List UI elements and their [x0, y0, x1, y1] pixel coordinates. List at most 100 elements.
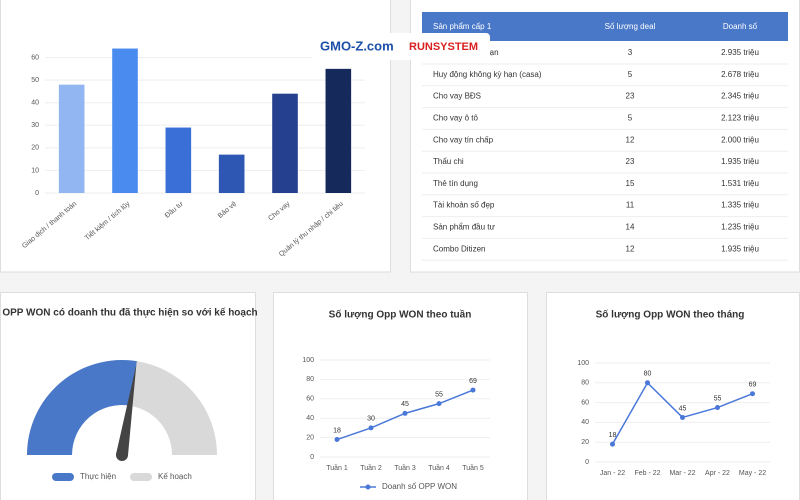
chart-title: Số lượng Opp WON theo tháng — [596, 309, 745, 321]
bar — [112, 48, 138, 193]
x-tick-label: Tuần 2 — [360, 463, 382, 472]
point — [368, 425, 374, 431]
y-tick-label: 10 — [31, 167, 39, 174]
table-cell: 2.345 triệu — [721, 92, 759, 101]
card — [546, 292, 800, 500]
chart-title: Số lượng Opp WON theo tuần — [329, 309, 472, 321]
x-tick-label: Tuần 5 — [462, 463, 484, 472]
table-cell: 11 — [626, 201, 635, 210]
legend-swatch — [52, 473, 74, 481]
table-cell: Huy động không kỳ hạn (casa) — [433, 70, 542, 79]
y-tick-label: 20 — [31, 145, 39, 152]
x-tick-label: May - 22 — [739, 470, 766, 477]
y-tick-label: 0 — [585, 459, 589, 466]
y-tick-label: 60 — [306, 396, 314, 403]
point — [436, 401, 442, 407]
point — [715, 405, 720, 411]
table-cell: 12 — [626, 135, 635, 144]
card — [273, 292, 528, 500]
table-cell: Thẻ tín dụng — [433, 179, 478, 188]
point — [680, 414, 685, 420]
x-tick-label: Apr - 22 — [705, 470, 730, 477]
gauge-needle — [116, 364, 137, 456]
table-cell: Cho vay ô tô — [433, 114, 478, 123]
bar — [218, 154, 245, 193]
y-tick-label: 30 — [31, 122, 39, 129]
watermark-bg — [312, 33, 490, 60]
table-cell: 2.678 triệu — [721, 70, 759, 79]
data-label: 69 — [469, 378, 477, 385]
y-tick-label: 100 — [302, 357, 314, 364]
y-tick-label: 0 — [35, 190, 39, 197]
legend-marker — [365, 484, 371, 490]
table-cell: 14 — [626, 223, 635, 232]
x-tick-label: Feb - 22 — [634, 470, 660, 477]
watermark: RUNSYSTEM — [409, 41, 478, 53]
table-cell: 2.000 triệu — [721, 135, 759, 144]
table-cell: 15 — [626, 179, 635, 188]
gauge-hub — [116, 449, 128, 461]
y-tick-label: 40 — [581, 419, 589, 426]
x-tick-label: Jan - 22 — [600, 470, 625, 477]
y-tick-label: 40 — [306, 415, 314, 422]
point — [645, 380, 650, 386]
x-tick-label: Tuần 4 — [428, 463, 450, 472]
y-tick-label: 0 — [310, 454, 314, 461]
x-tick-label: Mar - 22 — [669, 470, 695, 477]
table-cell: 1.935 triệu — [721, 157, 759, 166]
table-cell: 12 — [626, 244, 635, 253]
table-cell: Tài khoản số đẹp — [433, 201, 495, 210]
table-cell: Combo Ditizen — [433, 244, 485, 253]
data-label: 55 — [435, 391, 443, 398]
table-header-cell: Số lượng deal — [605, 22, 656, 31]
data-label: 18 — [333, 427, 341, 434]
table-cell: Cho vay tín chấp — [433, 135, 494, 144]
table-cell: Cho vay BĐS — [433, 92, 481, 101]
table-cell: 2.123 triệu — [721, 114, 759, 123]
y-tick-label: 80 — [306, 376, 314, 383]
y-tick-label: 20 — [306, 434, 314, 441]
table-cell: 1.935 triệu — [721, 244, 759, 253]
table-header-cell: Doanh số — [723, 22, 758, 31]
y-tick-label: 20 — [581, 439, 589, 446]
table-cell: 1.335 triệu — [721, 201, 759, 210]
y-tick-label: 40 — [31, 100, 39, 107]
table-cell: 1.531 triệu — [721, 179, 759, 188]
point — [334, 437, 340, 443]
data-label: 55 — [714, 395, 722, 402]
data-label: 45 — [401, 401, 409, 408]
point — [470, 387, 476, 393]
y-tick-label: 60 — [31, 54, 39, 61]
chart-title: OPP WON có doanh thu đã thực hiện so với… — [2, 307, 257, 319]
table-cell: 23 — [626, 157, 635, 166]
point — [610, 441, 615, 447]
y-tick-label: 60 — [581, 399, 589, 406]
table-cell: 3 — [628, 48, 633, 57]
y-tick-label: 100 — [577, 360, 589, 367]
gauge-actual — [27, 360, 137, 455]
table-cell: 2.935 triệu — [721, 48, 759, 57]
data-label: 80 — [644, 371, 652, 378]
table-cell: 23 — [626, 92, 635, 101]
data-label: 45 — [679, 405, 687, 412]
data-label: 69 — [749, 382, 757, 389]
bar — [325, 68, 352, 193]
data-label: 18 — [609, 432, 617, 439]
table-cell: Thấu chi — [433, 157, 464, 166]
x-tick-label: Tuần 3 — [394, 463, 416, 472]
y-tick-label: 80 — [581, 380, 589, 387]
table-cell: Sản phẩm đầu tư — [433, 223, 495, 232]
table-cell: 1.235 triệu — [721, 223, 759, 232]
legend-label: Doanh số OPP WON — [382, 482, 457, 491]
table-cell: 5 — [628, 70, 633, 79]
bar — [165, 127, 192, 193]
watermark: GMO-Z.com — [320, 38, 394, 53]
legend-label: Thực hiện — [80, 472, 116, 481]
bar — [58, 84, 85, 193]
legend-swatch — [130, 473, 152, 481]
legend-label: Kế hoạch — [158, 472, 192, 481]
x-tick-label: Tuần 1 — [326, 463, 348, 472]
bar — [272, 93, 298, 193]
table-cell: 5 — [628, 114, 633, 123]
